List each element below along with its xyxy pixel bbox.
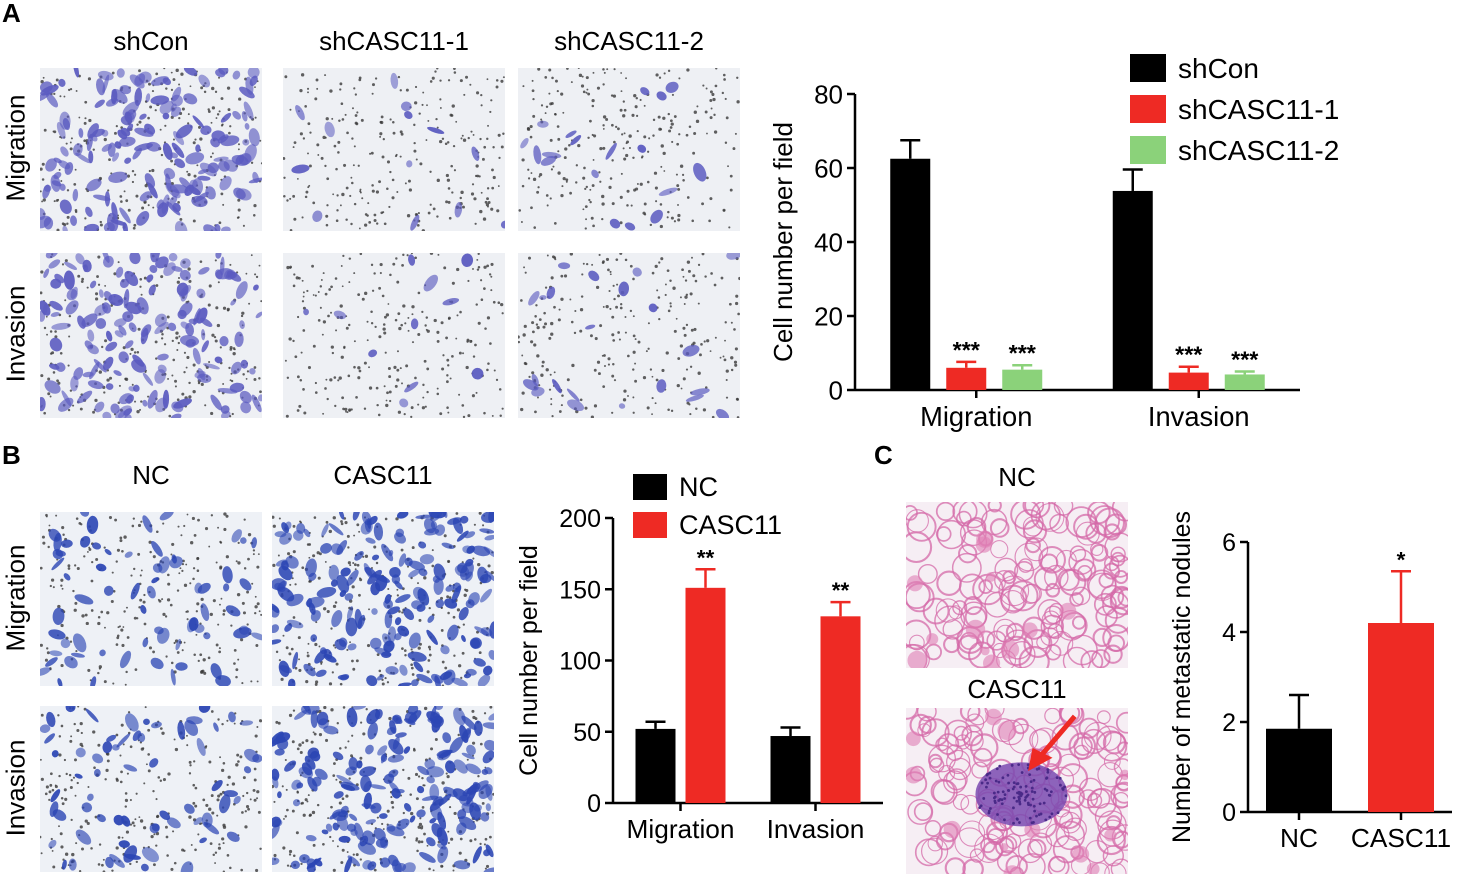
panel-a-row-label-migration: Migration bbox=[0, 94, 31, 202]
bar-shcasc11-1-invasion bbox=[1168, 372, 1209, 390]
panel-c-label-nc: NC bbox=[998, 462, 1036, 492]
y-tick-label: 0 bbox=[1222, 799, 1236, 827]
nc-invasion-image bbox=[40, 706, 262, 872]
legend-swatch-shcasc11-1 bbox=[1130, 95, 1166, 123]
bar-nc-nc bbox=[1266, 728, 1332, 812]
panel-b-col-label-casc11: CASC11 bbox=[333, 460, 433, 490]
legend-swatch-nc bbox=[633, 474, 667, 500]
bar-casc11-invasion bbox=[820, 616, 861, 803]
x-tick-label-migration: Migration bbox=[920, 401, 1032, 432]
legend-swatch-casc11 bbox=[633, 512, 667, 538]
legend-swatch-shcasc11-2 bbox=[1130, 136, 1166, 164]
panel-a-letter: A bbox=[2, 0, 21, 28]
shcasc11-2-invasion-image bbox=[518, 253, 740, 418]
panel-c-letter: C bbox=[874, 440, 893, 470]
chart-b-cell-number: 0 50 100 150 200 Cell number per field ** Migra… bbox=[515, 472, 883, 844]
x-tick-label-nc: NC bbox=[1280, 823, 1318, 853]
panel-b-row-label-migration: Migration bbox=[0, 544, 31, 652]
bar-nc-migration bbox=[635, 728, 676, 803]
bar-shcasc11-2-migration bbox=[1002, 369, 1043, 390]
panel-b-letter: B bbox=[2, 440, 21, 470]
bar-shcon-invasion bbox=[1112, 190, 1153, 390]
x-tick-label-migration: Migration bbox=[627, 814, 735, 844]
casc11-invasion-image bbox=[272, 706, 494, 872]
chart-a-cell-number: 0 20 40 60 80 Cell number per field *** *** Migr… bbox=[768, 53, 1339, 432]
legend-label: shCon bbox=[1178, 53, 1259, 84]
y-tick-label: 0 bbox=[829, 375, 843, 405]
significance-label: *** bbox=[1175, 342, 1203, 368]
y-tick-label: 150 bbox=[559, 576, 601, 604]
y-tick-label: 20 bbox=[814, 301, 843, 331]
shcon-migration-image bbox=[40, 68, 262, 231]
nc-lung-histology-image bbox=[906, 502, 1128, 668]
legend-label: shCASC11-1 bbox=[1178, 94, 1339, 125]
bar-casc11-migration bbox=[685, 587, 726, 803]
red-arrow-icon bbox=[1028, 714, 1077, 772]
panel-a-col-label-shcon: shCon bbox=[113, 26, 189, 56]
y-tick-label: 2 bbox=[1222, 709, 1236, 737]
significance-label: *** bbox=[1009, 340, 1037, 366]
significance-label: *** bbox=[1231, 347, 1259, 373]
panel-c-label-casc11: CASC11 bbox=[967, 674, 1067, 704]
y-tick-label: 0 bbox=[587, 790, 601, 818]
legend-label: CASC11 bbox=[679, 510, 782, 540]
bar-shcasc11-2-invasion bbox=[1224, 374, 1265, 390]
x-tick-label-casc11: CASC11 bbox=[1351, 823, 1451, 853]
significance-label: * bbox=[1397, 547, 1406, 572]
panel-b-col-label-nc: NC bbox=[132, 460, 170, 490]
x-tick-label-invasion: Invasion bbox=[767, 814, 865, 844]
nc-migration-image bbox=[40, 512, 262, 686]
y-tick-label: 6 bbox=[1222, 529, 1236, 557]
y-tick-label: 50 bbox=[573, 719, 601, 747]
legend-label: NC bbox=[679, 472, 718, 502]
y-tick-label: 100 bbox=[559, 648, 601, 676]
bar-shcasc11-1-migration bbox=[946, 367, 987, 390]
casc11-migration-image bbox=[272, 512, 494, 686]
y-tick-label: 80 bbox=[814, 79, 843, 109]
shcon-invasion-image bbox=[40, 253, 262, 418]
y-axis-label: Cell number per field bbox=[768, 122, 798, 362]
shcasc11-1-invasion-image bbox=[283, 253, 505, 418]
y-tick-label: 60 bbox=[814, 153, 843, 183]
shcasc11-2-migration-image bbox=[518, 68, 740, 231]
y-tick-label: 200 bbox=[559, 505, 601, 533]
panel-b-row-label-invasion: Invasion bbox=[0, 739, 31, 837]
y-axis-label: Cell number per field bbox=[515, 545, 543, 776]
bar-shcon-migration bbox=[890, 158, 931, 390]
panel-a-row-label-invasion: Invasion bbox=[0, 285, 31, 383]
chart-c-metastatic-nodules: 0 2 4 6 Number of metastatic nodules NC * CASC1… bbox=[1168, 511, 1452, 853]
y-tick-label: 40 bbox=[814, 227, 843, 257]
legend-label: shCASC11-2 bbox=[1178, 135, 1339, 166]
significance-label: *** bbox=[953, 337, 981, 363]
bar-nc-invasion bbox=[770, 736, 811, 803]
x-tick-label-invasion: Invasion bbox=[1148, 401, 1250, 432]
shcasc11-1-migration-image bbox=[283, 68, 505, 231]
legend-swatch-shcon bbox=[1130, 54, 1166, 82]
panel-a-col-label-shcasc11-1: shCASC11-1 bbox=[319, 26, 469, 56]
significance-label: ** bbox=[697, 545, 715, 570]
bar-casc11-casc11 bbox=[1368, 623, 1434, 812]
y-axis-label: Number of metastatic nodules bbox=[1168, 511, 1196, 843]
casc11-lung-histology-image bbox=[906, 708, 1128, 874]
panel-a-col-label-shcasc11-2: shCASC11-2 bbox=[554, 26, 704, 56]
y-tick-label: 4 bbox=[1222, 619, 1236, 647]
significance-label: ** bbox=[832, 578, 850, 603]
